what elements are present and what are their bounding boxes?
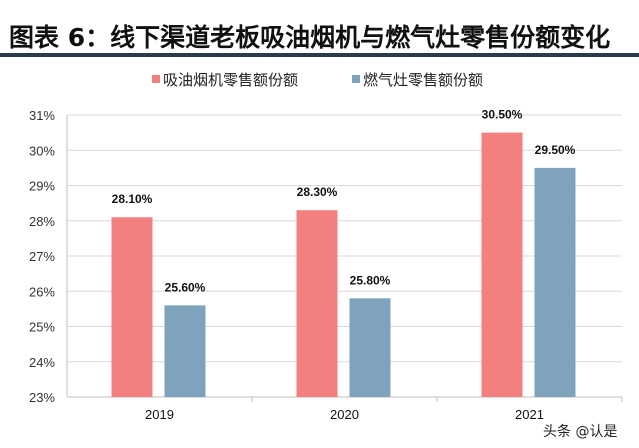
y-tick-label: 25% <box>29 320 55 335</box>
bar <box>111 217 153 397</box>
bar <box>296 210 338 397</box>
y-tick-label: 23% <box>29 390 55 405</box>
watermark: 头条 @认是 <box>543 424 618 440</box>
legend-label: 燃气灶零售额份额 <box>363 71 483 89</box>
bar <box>349 298 391 397</box>
bar <box>164 305 206 397</box>
y-tick-label: 28% <box>29 214 55 229</box>
legend-swatch <box>152 75 160 83</box>
data-label: 25.80% <box>350 273 391 287</box>
legend-label: 吸油烟机零售额份额 <box>163 71 298 89</box>
y-tick-label: 27% <box>29 249 55 264</box>
bar <box>481 132 523 397</box>
y-tick-label: 31% <box>29 108 55 123</box>
data-label: 25.60% <box>165 280 206 294</box>
y-tick-label: 24% <box>29 355 55 370</box>
y-tick-label: 29% <box>29 179 55 194</box>
y-tick-label: 30% <box>29 143 55 158</box>
title-rule <box>0 53 639 57</box>
data-label: 29.50% <box>535 143 576 157</box>
data-label: 28.10% <box>112 192 153 206</box>
bar <box>534 167 576 397</box>
legend-swatch <box>352 75 360 83</box>
x-tick-label: 2020 <box>330 407 359 422</box>
data-label: 28.30% <box>297 185 338 199</box>
figure-title: 图表 6：线下渠道老板吸油烟机与燃气灶零售份额变化 <box>9 23 611 52</box>
y-tick-label: 26% <box>29 284 55 299</box>
x-tick-label: 2021 <box>515 407 544 422</box>
data-label: 30.50% <box>482 108 523 122</box>
x-tick-label: 2019 <box>145 407 174 422</box>
